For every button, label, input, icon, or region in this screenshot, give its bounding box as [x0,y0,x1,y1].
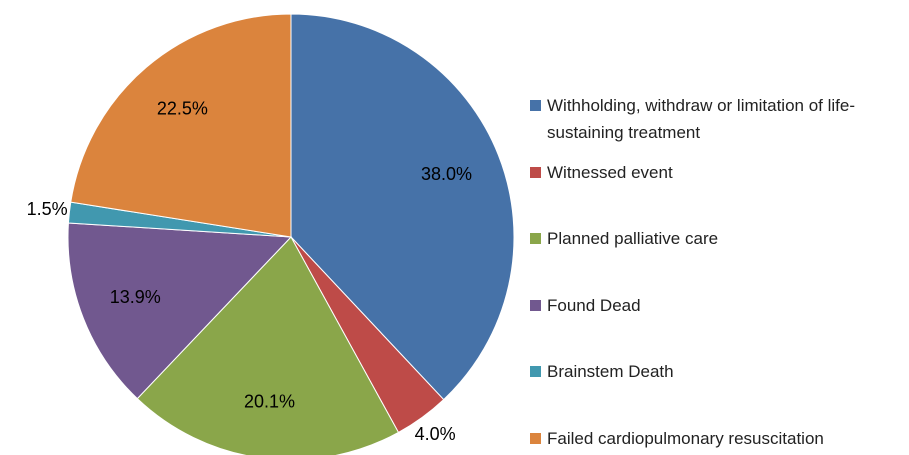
pie-slice [136,236,400,455]
legend-label: Brainstem Death [547,362,674,381]
legend-item: Brainstem Death [530,358,909,385]
data-label: 4.0% [415,424,456,444]
data-label: 38.0% [421,164,472,184]
data-label: 1.5% [27,199,68,219]
legend-label: Withholding, withdraw or limitation of l… [547,96,856,142]
legend-swatch [530,100,541,111]
data-label: 13.9% [110,287,161,307]
legend-item: Witnessed event [530,159,909,186]
data-label: 22.5% [157,99,208,119]
legend-label: Planned palliative care [547,229,719,248]
legend-item: Failed cardiopulmonary resuscitation [530,425,909,452]
legend-swatch [530,166,541,178]
legend-item: Found Dead [530,292,909,319]
legend-label: Found Dead [547,295,641,315]
legend-item: Planned palliative care [530,225,909,252]
pie-slice [67,222,293,400]
legend-swatch [530,299,541,311]
pie-slice [70,13,292,238]
legend-item: Withholding, withdraw or limitation of l… [530,92,909,146]
legend-label: Witnessed event [547,162,673,182]
legend-swatch [530,233,541,244]
legend-swatch [530,432,541,444]
data-label: 20.1% [244,392,295,412]
pie-slice [290,13,515,401]
legend-swatch [530,366,541,377]
legend-label: Failed cardiopulmonary resuscitation [547,428,824,448]
